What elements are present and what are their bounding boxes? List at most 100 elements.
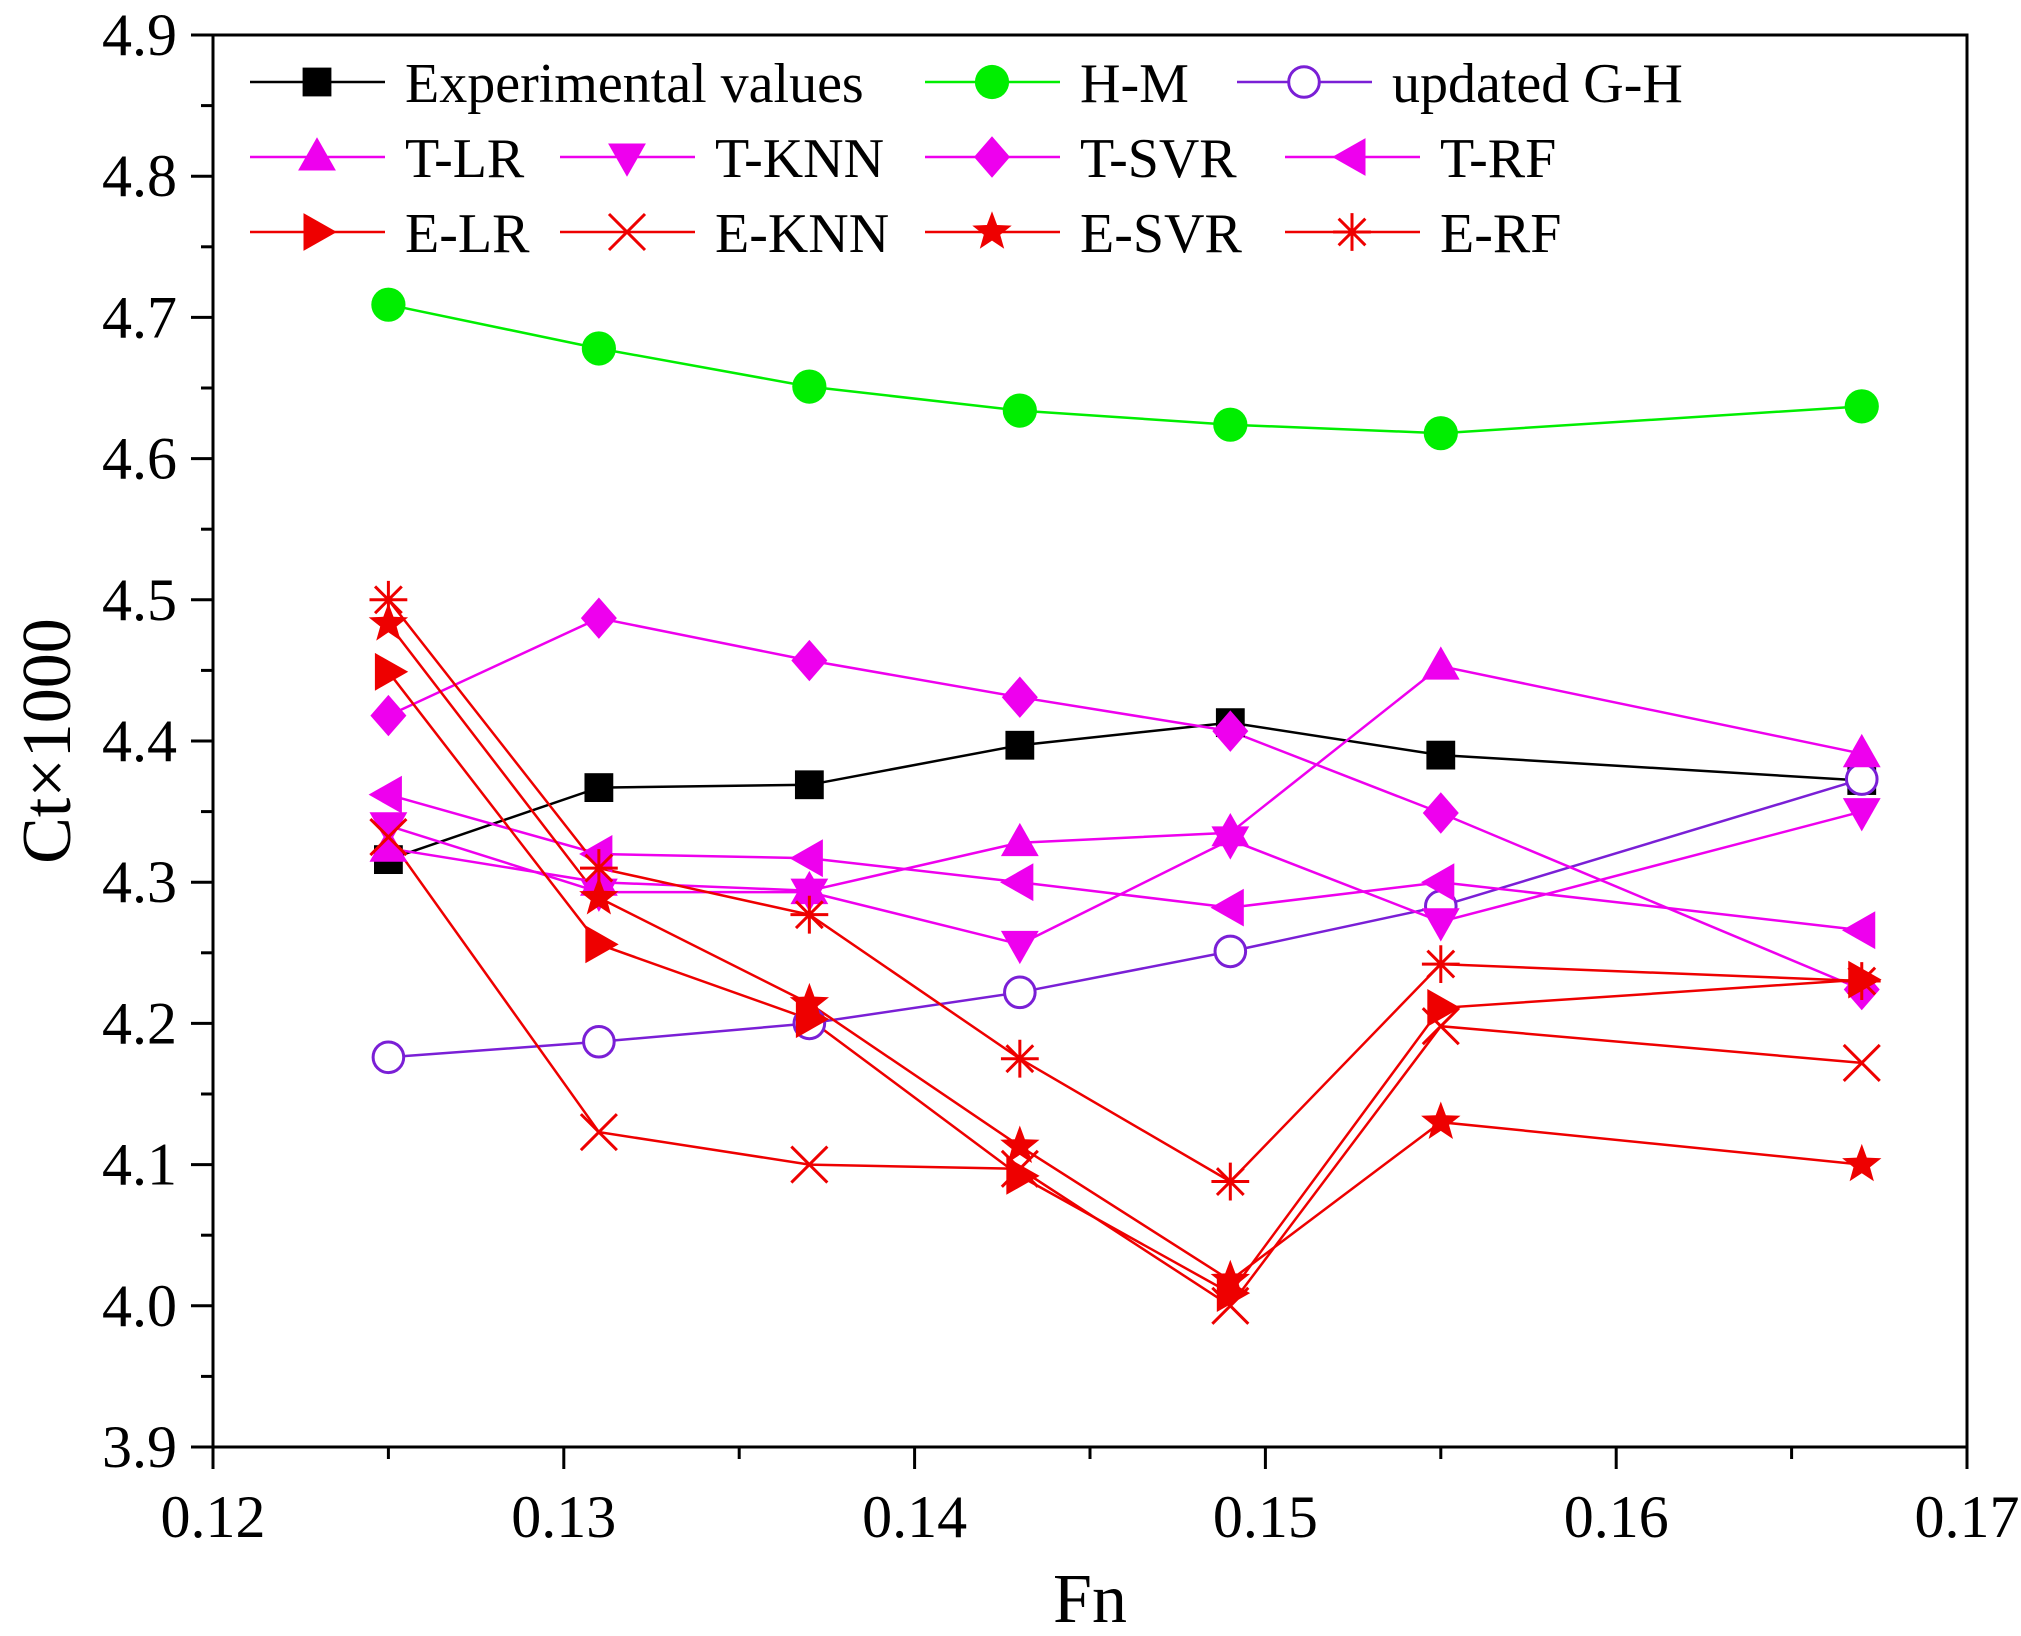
tick-labels: 0.12 0.13 0.14 0.15 0.16 0.17 3.9 4.0 4.1 4.2 4.3 4… xyxy=(102,2,2020,1550)
y-tick-label: 4.9 xyxy=(102,2,177,68)
series-lines xyxy=(387,303,1863,1308)
data-point-marker xyxy=(368,603,409,641)
data-point-marker xyxy=(789,839,823,878)
legend-label: T-RF xyxy=(1440,128,1556,190)
series-line xyxy=(387,623,1862,1282)
data-point-marker xyxy=(579,1113,618,1152)
y-tick-label: 4.3 xyxy=(102,849,177,915)
data-point-marker xyxy=(1842,798,1881,832)
x-axis-title: Fn xyxy=(1053,1561,1127,1636)
data-point-marker xyxy=(1212,710,1249,752)
y-tick-label: 4.1 xyxy=(102,1132,177,1198)
x-tick-label: 0.15 xyxy=(1213,1484,1318,1550)
legend-entry: E-LR xyxy=(250,203,530,265)
legend-entry: E-SVR xyxy=(925,203,1242,265)
x-tick-label: 0.13 xyxy=(511,1484,616,1550)
data-point-marker xyxy=(792,369,827,404)
data-point-marker xyxy=(582,1024,616,1059)
data-point-marker xyxy=(371,287,406,322)
data-point-marker xyxy=(1213,934,1248,969)
data-point-marker xyxy=(1842,1043,1881,1083)
legend-entry: E-KNN xyxy=(560,203,889,265)
data-point-marker xyxy=(790,878,829,912)
data-point-marker xyxy=(1842,1143,1882,1182)
series-marker-group xyxy=(368,603,1882,1298)
data-point-marker xyxy=(1002,393,1037,428)
series-line xyxy=(388,303,1862,435)
data-point-marker xyxy=(369,817,408,857)
legend-label: E-RF xyxy=(1440,203,1561,265)
data-point-marker xyxy=(369,580,408,619)
data-point-marker xyxy=(1426,740,1456,770)
legend-entry: H-M xyxy=(925,53,1189,115)
series-line xyxy=(388,777,1863,1059)
legend-entry: T-LR xyxy=(250,128,525,190)
x-tick-label: 0.17 xyxy=(1915,1484,2020,1550)
data-point-marker xyxy=(1000,930,1039,965)
legend-label: T-LR xyxy=(405,128,525,190)
series-marker-group xyxy=(368,775,1876,950)
data-point-marker xyxy=(1842,962,1881,1000)
data-point-marker xyxy=(972,211,1012,249)
data-point-marker xyxy=(1000,863,1034,902)
data-point-marker xyxy=(1422,792,1459,834)
data-point-marker xyxy=(1003,975,1037,1010)
series-marker-group xyxy=(369,580,1881,1201)
x-tick-label: 0.16 xyxy=(1564,1484,1669,1550)
data-point-marker xyxy=(1844,762,1879,796)
data-point-marker xyxy=(1000,1125,1040,1163)
data-point-marker xyxy=(1421,646,1460,680)
data-point-marker xyxy=(790,895,829,934)
data-point-marker xyxy=(1001,676,1038,718)
y-tick-label: 4.6 xyxy=(102,426,177,492)
data-point-marker xyxy=(303,213,337,251)
data-point-marker xyxy=(581,331,616,366)
series-marker-group xyxy=(369,817,1881,1325)
data-point-marker xyxy=(1000,1039,1039,1078)
series-line xyxy=(387,616,1863,991)
data-point-marker xyxy=(1421,908,1460,942)
data-point-marker xyxy=(369,812,408,846)
data-point-marker xyxy=(1211,1162,1250,1201)
data-point-marker xyxy=(1421,1101,1461,1139)
axis-ticks xyxy=(191,33,1969,1469)
data-point-marker xyxy=(607,212,647,252)
data-point-marker xyxy=(1421,1007,1460,1046)
data-point-marker xyxy=(302,67,332,97)
data-point-marker xyxy=(1333,213,1371,251)
data-point-marker xyxy=(1842,733,1881,768)
y-tick-label: 4.8 xyxy=(102,143,177,209)
legend-label: T-KNN xyxy=(715,128,884,190)
data-point-marker xyxy=(584,773,614,802)
legend-label: T-SVR xyxy=(1080,128,1237,190)
y-tick-label: 4.0 xyxy=(102,1273,177,1339)
data-point-marker xyxy=(1211,1286,1250,1325)
data-point-marker xyxy=(1287,65,1321,99)
data-point-marker xyxy=(1213,407,1248,442)
data-point-marker xyxy=(374,652,409,691)
data-point-marker xyxy=(608,143,646,177)
legend-label: E-LR xyxy=(405,203,530,265)
legend: Experimental values H-M updated G-H T-LR T-K… xyxy=(250,53,1683,265)
y-tick-label: 4.5 xyxy=(102,567,177,633)
data-point-marker xyxy=(585,925,619,964)
legend-entry: T-SVR xyxy=(925,128,1237,190)
series-marker-group xyxy=(371,762,1879,1075)
data-point-marker xyxy=(1211,826,1250,860)
y-axis-title: Ct×1000 xyxy=(9,618,86,864)
y-tick-label: 4.7 xyxy=(102,284,177,350)
data-point-marker xyxy=(1844,389,1879,424)
y-tick-label: 4.4 xyxy=(102,708,177,774)
data-point-marker xyxy=(1006,1156,1040,1195)
legend-label: updated G-H xyxy=(1392,53,1683,115)
data-point-marker xyxy=(368,775,402,814)
data-point-marker xyxy=(791,639,828,682)
legend-label: E-SVR xyxy=(1080,203,1242,265)
data-point-marker xyxy=(1421,863,1455,902)
data-point-marker xyxy=(1841,911,1876,950)
data-point-marker xyxy=(579,877,619,915)
data-point-marker xyxy=(1005,730,1035,760)
data-point-marker xyxy=(1421,945,1460,983)
data-point-marker xyxy=(371,1040,406,1075)
legend-label: E-KNN xyxy=(715,203,889,265)
